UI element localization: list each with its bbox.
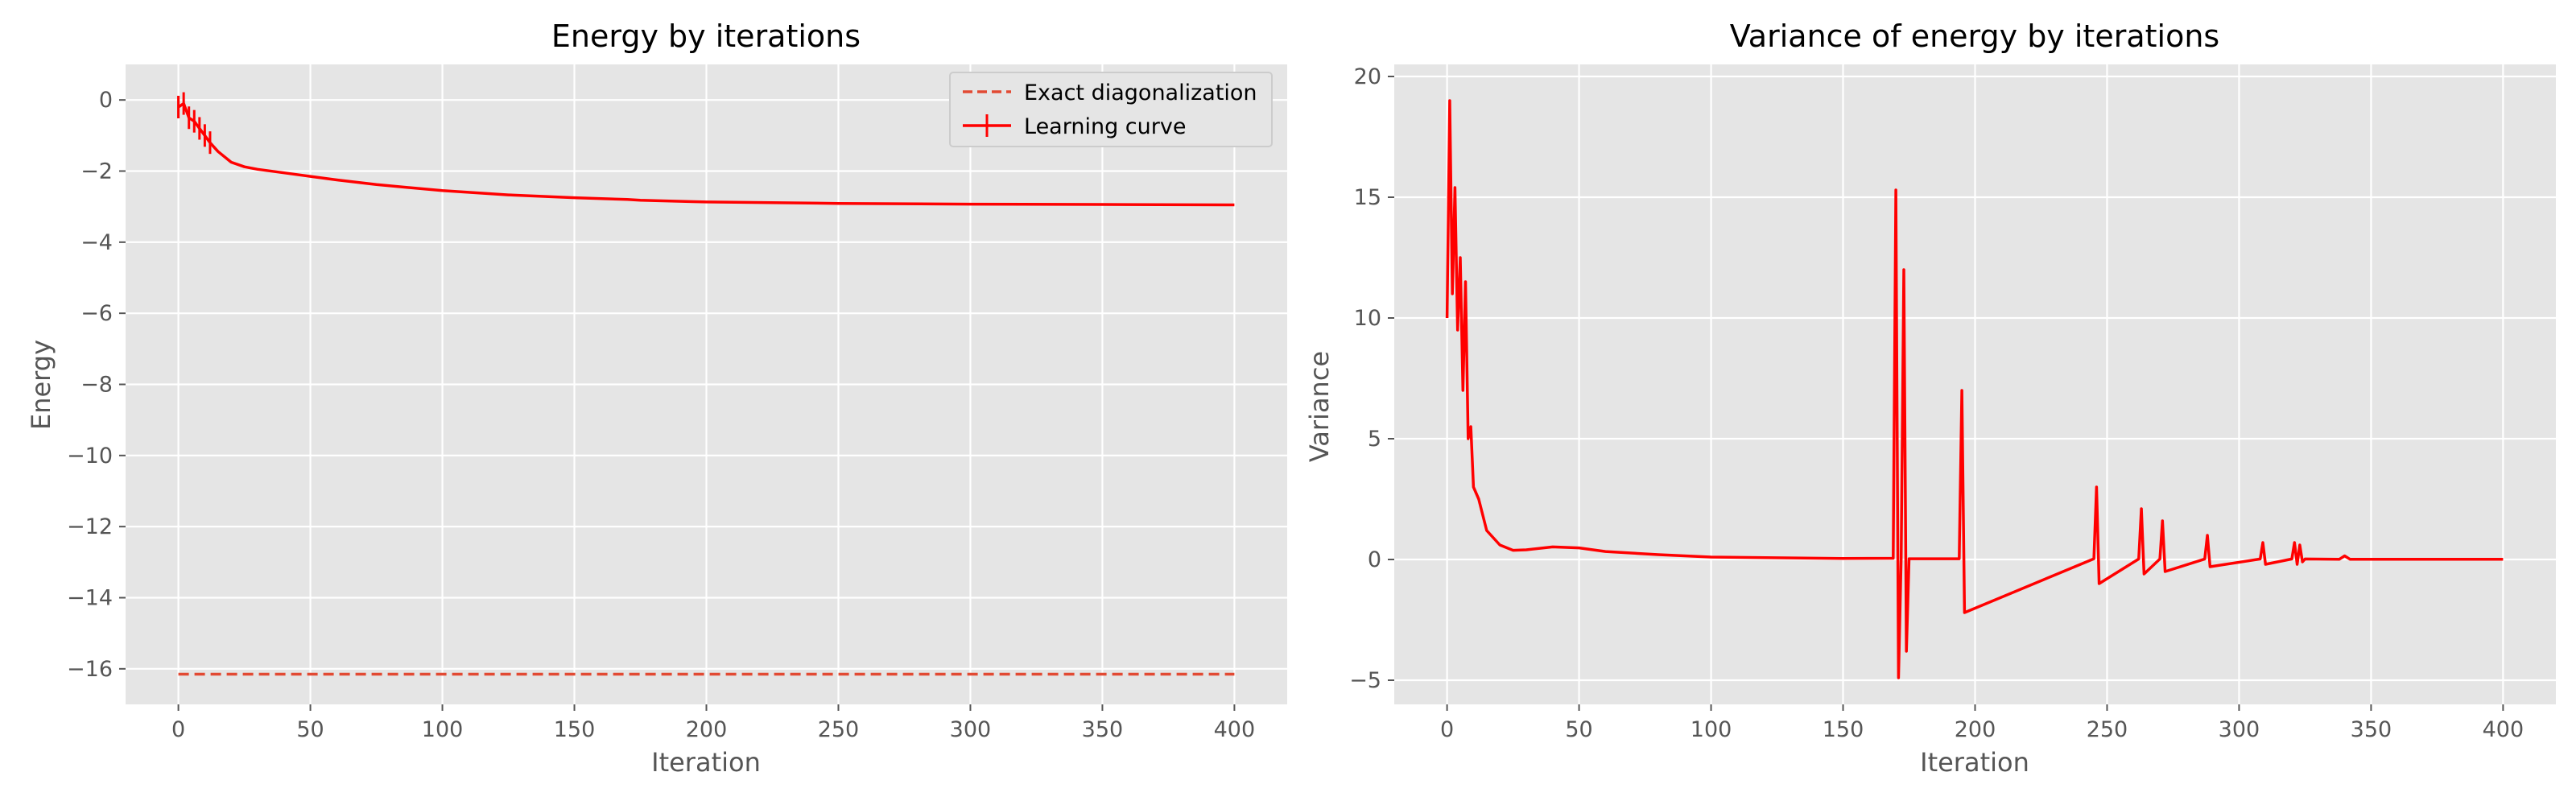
legend-exact-label: Exact diagonalization bbox=[1024, 80, 1257, 105]
energy-y-tick-label: −12 bbox=[67, 514, 113, 539]
variance-series bbox=[1445, 99, 2504, 679]
legend-box bbox=[949, 72, 1273, 147]
variance-x-ticks: 0 50 100 150 200 250 300 350 400 bbox=[1440, 704, 2524, 742]
energy-y-tick-label: −2 bbox=[80, 159, 113, 184]
variance-series-line-0 bbox=[1445, 99, 2504, 679]
legend-learning-label: Learning curve bbox=[1024, 114, 1186, 139]
energy-x-tick-label: 300 bbox=[950, 717, 992, 742]
energy-x-tick-label: 200 bbox=[686, 717, 728, 742]
energy-legend: Exact diagonalization Learning curve bbox=[949, 72, 1273, 147]
energy-x-tick-label: 250 bbox=[818, 717, 860, 742]
energy-y-tick-label: −16 bbox=[67, 657, 113, 682]
energy-y-tick-label: 0 bbox=[99, 88, 113, 113]
energy-x-tick-label: 150 bbox=[554, 717, 596, 742]
energy-x-tick-label: 400 bbox=[1214, 717, 1256, 742]
energy-chart-title: Energy by iterations bbox=[551, 19, 861, 54]
energy-x-ticks: 0 50 100 150 200 250 300 350 400 bbox=[171, 704, 1255, 742]
variance-y-tick-label: 10 bbox=[1354, 306, 1381, 331]
variance-x-tick-label: 100 bbox=[1690, 717, 1732, 742]
variance-chart: 0 50 100 150 200 250 300 350 400 −5 0 5 10 15 20 Vari… bbox=[1304, 19, 2556, 778]
energy-y-ticks: 0 −2 −4 −6 −8 −10 −12 −14 −16 bbox=[67, 88, 126, 682]
variance-x-tick-label: 200 bbox=[1955, 717, 1996, 742]
variance-x-axis-label: Iteration bbox=[1920, 747, 2029, 778]
variance-y-tick-label: 0 bbox=[1368, 547, 1381, 572]
variance-x-tick-label: 0 bbox=[1440, 717, 1454, 742]
energy-x-tick-label: 350 bbox=[1082, 717, 1124, 742]
variance-x-tick-label: 350 bbox=[2351, 717, 2392, 742]
variance-y-tick-label: 5 bbox=[1368, 427, 1381, 452]
energy-series bbox=[177, 92, 1235, 676]
energy-chart: 0 50 100 150 200 250 300 350 400 0 −2 −4 −6 −8 −10 −12… bbox=[26, 19, 1287, 778]
variance-x-tick-label: 250 bbox=[2087, 717, 2128, 742]
variance-chart-title: Variance of energy by iterations bbox=[1730, 19, 2219, 54]
variance-y-ticks: −5 0 5 10 15 20 bbox=[1349, 64, 1394, 693]
variance-y-tick-label: 15 bbox=[1354, 185, 1381, 210]
energy-x-axis-label: Iteration bbox=[651, 747, 761, 778]
variance-x-tick-label: 50 bbox=[1565, 717, 1592, 742]
energy-y-tick-label: −8 bbox=[80, 373, 113, 398]
energy-y-axis-label: Energy bbox=[26, 340, 56, 430]
variance-x-tick-label: 300 bbox=[2219, 717, 2260, 742]
energy-x-tick-label: 0 bbox=[171, 717, 185, 742]
energy-x-tick-label: 50 bbox=[296, 717, 324, 742]
energy-y-tick-label: −14 bbox=[67, 586, 113, 611]
variance-grid bbox=[1394, 64, 2556, 704]
energy-y-tick-label: −4 bbox=[80, 230, 113, 255]
variance-y-axis-label: Variance bbox=[1304, 351, 1335, 462]
variance-x-tick-label: 150 bbox=[1823, 717, 1864, 742]
variance-x-tick-label: 400 bbox=[2483, 717, 2524, 742]
variance-y-tick-label: −5 bbox=[1349, 668, 1381, 693]
variance-y-tick-label: 20 bbox=[1354, 64, 1381, 89]
energy-x-tick-label: 100 bbox=[422, 717, 464, 742]
energy-y-tick-label: −6 bbox=[80, 301, 113, 326]
energy-y-tick-label: −10 bbox=[67, 444, 113, 469]
